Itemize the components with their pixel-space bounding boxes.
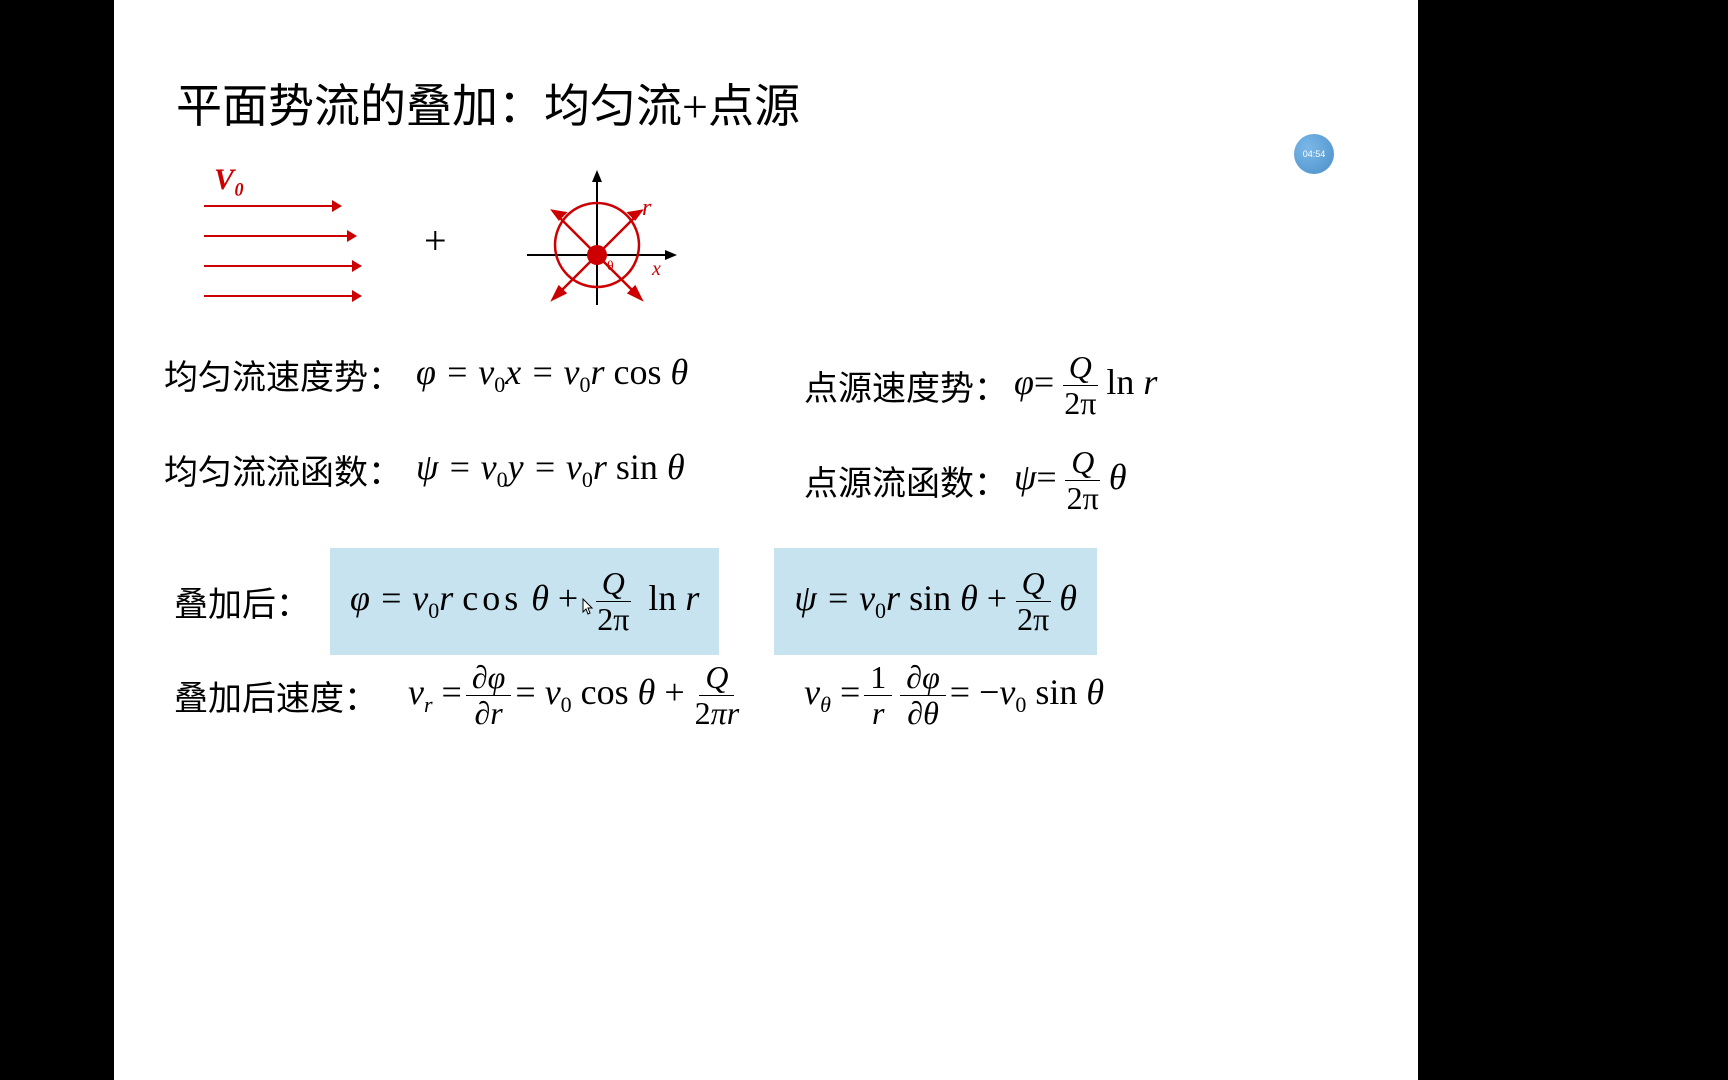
row-source-psi: 点源流函数： ψ=Q2πθ (804, 445, 1127, 516)
flow-arrow (204, 205, 334, 207)
tool-icon[interactable]: ⟳ (195, 1053, 207, 1070)
bottom-toolbar: ▾ ✎ ≡ ⟳ (126, 1053, 206, 1070)
tool-icon[interactable]: ✎ (147, 1053, 159, 1070)
row-velocity: 叠加后速度： vr =∂φ∂r= v0 cos θ +Q2πr vθ =1r∂φ… (174, 660, 1104, 731)
plus-sign: + (424, 217, 447, 264)
slide-title: 平面势流的叠加：均匀流+点源 (176, 70, 800, 136)
uniform-psi-eq: ψ = v0y = v0r sin θ (416, 446, 685, 493)
svg-text:x: x (651, 258, 661, 280)
row-combined: 叠加后： φ = v0r cos θ + Q2π ln r ψ = v0r si… (174, 548, 1097, 655)
diagram-row: V₀ + (184, 160, 687, 320)
flow-arrow (204, 265, 354, 267)
row-uniform-phi: 均匀流速度势： φ = v0x = v0r cos θ (164, 350, 688, 399)
combined-phi-highlight: φ = v0r cos θ + Q2π ln r (330, 548, 719, 655)
svg-text:r: r (642, 195, 652, 221)
source-psi-label: 点源流函数： (804, 456, 1008, 505)
velocity-label: 叠加后速度： (174, 671, 378, 720)
tool-icon[interactable]: ▾ (126, 1053, 133, 1070)
point-source-diagram: r x θ (507, 160, 687, 320)
svg-text:θ: θ (607, 259, 614, 274)
row-uniform-psi: 均匀流流函数： ψ = v0y = v0r sin θ (164, 445, 685, 494)
combined-psi-highlight: ψ = v0r sin θ +Q2πθ (774, 548, 1097, 655)
flow-arrow (204, 235, 349, 237)
uniform-psi-label: 均匀流流函数： (164, 445, 402, 494)
combined-psi-eq: ψ = v0r sin θ +Q2πθ (794, 578, 1077, 618)
combined-phi-eq: φ = v0r cos θ + Q2π ln r (350, 578, 699, 618)
uniform-phi-eq: φ = v0x = v0r cos θ (416, 351, 688, 398)
v0-label: V₀ (214, 163, 244, 197)
flow-arrow (204, 295, 354, 297)
source-phi-eq: φ=Q2πln r (1014, 350, 1157, 421)
vtheta-eq: vθ =1r∂φ∂θ= −v0 sin θ (804, 660, 1104, 731)
combined-label: 叠加后： (174, 577, 310, 626)
tool-icon[interactable]: ≡ (173, 1053, 181, 1070)
slide-content: 平面势流的叠加：均匀流+点源 V₀ + (114, 0, 1418, 1080)
source-psi-eq: ψ=Q2πθ (1014, 445, 1127, 516)
row-source-phi: 点源速度势： φ=Q2πln r (804, 350, 1157, 421)
uniform-flow-diagram: V₀ (184, 165, 364, 315)
vr-eq: vr =∂φ∂r= v0 cos θ +Q2πr (408, 660, 749, 731)
source-phi-label: 点源速度势： (804, 361, 1008, 410)
uniform-phi-label: 均匀流速度势： (164, 350, 402, 399)
timer-text: 04:54 (1303, 149, 1326, 159)
timer-badge: 04:54 (1294, 134, 1334, 174)
